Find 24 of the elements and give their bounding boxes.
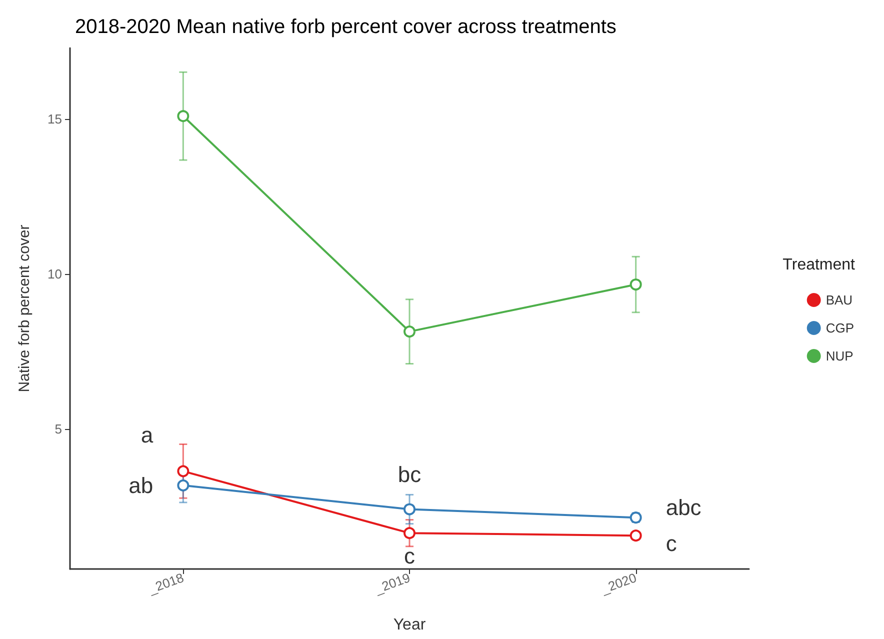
point (177, 479, 190, 492)
y-tick-label: 10 (48, 266, 62, 282)
point (404, 503, 416, 516)
chart-title: 2018-2020 Mean native forb percent cover across treatments (75, 16, 616, 38)
annotation: c (404, 544, 415, 569)
x-axis-title: Year (393, 616, 426, 634)
point (404, 527, 416, 540)
legend-title: Treatment (782, 256, 856, 274)
point (630, 530, 642, 542)
legend-label: BAU (826, 292, 853, 308)
point (630, 278, 642, 291)
point (404, 326, 416, 338)
annotation: ab (128, 472, 154, 498)
legend-label: CGP (826, 320, 854, 336)
annotation: abc (666, 495, 702, 520)
y-tick-label: 15 (48, 112, 62, 127)
y-tick-label: 5 (54, 421, 62, 436)
point (177, 110, 190, 122)
y-axis-title: Native forb percent cover (16, 224, 33, 392)
annotation: c (666, 531, 677, 556)
legend-label: NUP (826, 348, 854, 364)
annotation: bc (398, 462, 422, 487)
annotation: a (140, 422, 154, 448)
point (177, 465, 190, 478)
